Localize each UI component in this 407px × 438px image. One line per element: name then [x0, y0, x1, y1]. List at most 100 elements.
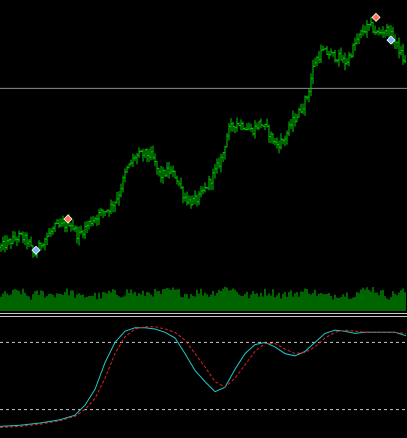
price-bar — [134, 154, 136, 162]
price-bar — [286, 130, 288, 145]
price-bar — [368, 24, 370, 31]
price-bar — [330, 48, 332, 56]
price-bar — [172, 165, 174, 177]
price-bar — [378, 27, 380, 36]
price-bar — [118, 191, 120, 206]
price-bar — [302, 103, 304, 115]
price-bar — [158, 167, 160, 177]
oscillator-main-line[interactable] — [0, 327, 407, 427]
volume-panel — [0, 286, 406, 311]
price-bar — [308, 88, 310, 103]
price-bar — [80, 225, 82, 235]
price-bar — [266, 118, 268, 128]
price-bar — [238, 122, 240, 127]
price-bar — [328, 50, 330, 60]
price-bar — [242, 121, 244, 131]
price-bar — [6, 235, 8, 250]
price-bar — [366, 19, 368, 38]
oscillator-signal-line[interactable] — [0, 326, 407, 428]
price-bar — [324, 47, 326, 51]
buy-arrow-icon[interactable] — [31, 245, 41, 255]
price-bar — [126, 165, 128, 173]
price-bar — [60, 218, 62, 228]
price-bar — [44, 237, 46, 251]
price-bar — [282, 138, 284, 145]
price-bar — [204, 182, 206, 193]
price-bar — [294, 113, 296, 127]
price-bar — [334, 49, 336, 63]
price-bar — [190, 195, 192, 209]
price-bar — [70, 222, 72, 232]
price-bar — [348, 51, 350, 67]
price-bar — [174, 170, 176, 179]
price-bar — [236, 117, 238, 132]
price-bar — [352, 43, 354, 58]
sell-arrow-icon-shape — [371, 12, 381, 22]
price-bar — [342, 55, 344, 64]
price-bar — [224, 145, 226, 160]
price-bar — [186, 191, 188, 206]
price-bar — [210, 178, 212, 191]
price-bar — [272, 133, 274, 145]
sell-arrow-icon-shape — [63, 214, 73, 224]
price-bar — [208, 175, 210, 191]
price-bar — [316, 55, 318, 67]
price-bar — [358, 33, 360, 45]
price-bar — [344, 52, 346, 71]
price-bar — [226, 132, 228, 148]
price-bar — [150, 146, 152, 161]
price-bar — [72, 219, 74, 231]
price-bar — [218, 157, 220, 169]
price-bar — [188, 195, 190, 205]
price-bar — [196, 194, 198, 207]
price-bar — [290, 119, 292, 130]
price-bar — [58, 218, 60, 229]
price-bar — [88, 220, 90, 230]
price-bar — [148, 148, 150, 163]
price-bar — [90, 216, 92, 227]
price-bar — [22, 231, 24, 244]
price-bar — [292, 110, 294, 132]
price-bar — [86, 220, 88, 234]
price-bar — [176, 175, 178, 185]
price-bar — [222, 152, 224, 162]
price-bar — [104, 211, 106, 217]
price-bar — [356, 33, 358, 45]
price-bar — [180, 177, 182, 190]
buy-arrow-icon[interactable] — [386, 35, 396, 45]
price-bar — [234, 126, 236, 134]
sell-arrow-icon[interactable] — [371, 12, 381, 22]
price-bar — [18, 230, 20, 243]
price-bar — [274, 138, 276, 146]
sell-arrow-icon[interactable] — [63, 214, 73, 224]
price-bar — [28, 239, 30, 248]
price-bar — [110, 199, 112, 214]
price-bar — [182, 185, 184, 204]
oscillator-panel[interactable] — [0, 326, 407, 428]
buy-arrow-icon-shape — [31, 245, 41, 255]
price-bar — [94, 216, 96, 224]
price-bar — [260, 118, 262, 129]
price-bar — [168, 161, 170, 179]
price-panel[interactable] — [0, 12, 407, 258]
price-bar — [300, 103, 302, 114]
price-bar — [48, 228, 50, 237]
price-bar — [362, 24, 364, 36]
price-bar — [276, 137, 278, 149]
price-bar — [120, 183, 122, 198]
price-bar — [374, 25, 376, 36]
price-bar — [278, 140, 280, 154]
price-bar — [402, 43, 404, 65]
price-bar — [138, 147, 140, 159]
price-bar — [332, 51, 334, 57]
price-bar — [12, 230, 14, 245]
price-bar — [212, 168, 214, 191]
price-bar — [96, 214, 98, 227]
price-bar — [140, 149, 142, 153]
price-bar — [372, 21, 374, 34]
price-bar — [64, 218, 66, 233]
price-bar — [384, 30, 386, 38]
price-bar — [354, 37, 356, 51]
